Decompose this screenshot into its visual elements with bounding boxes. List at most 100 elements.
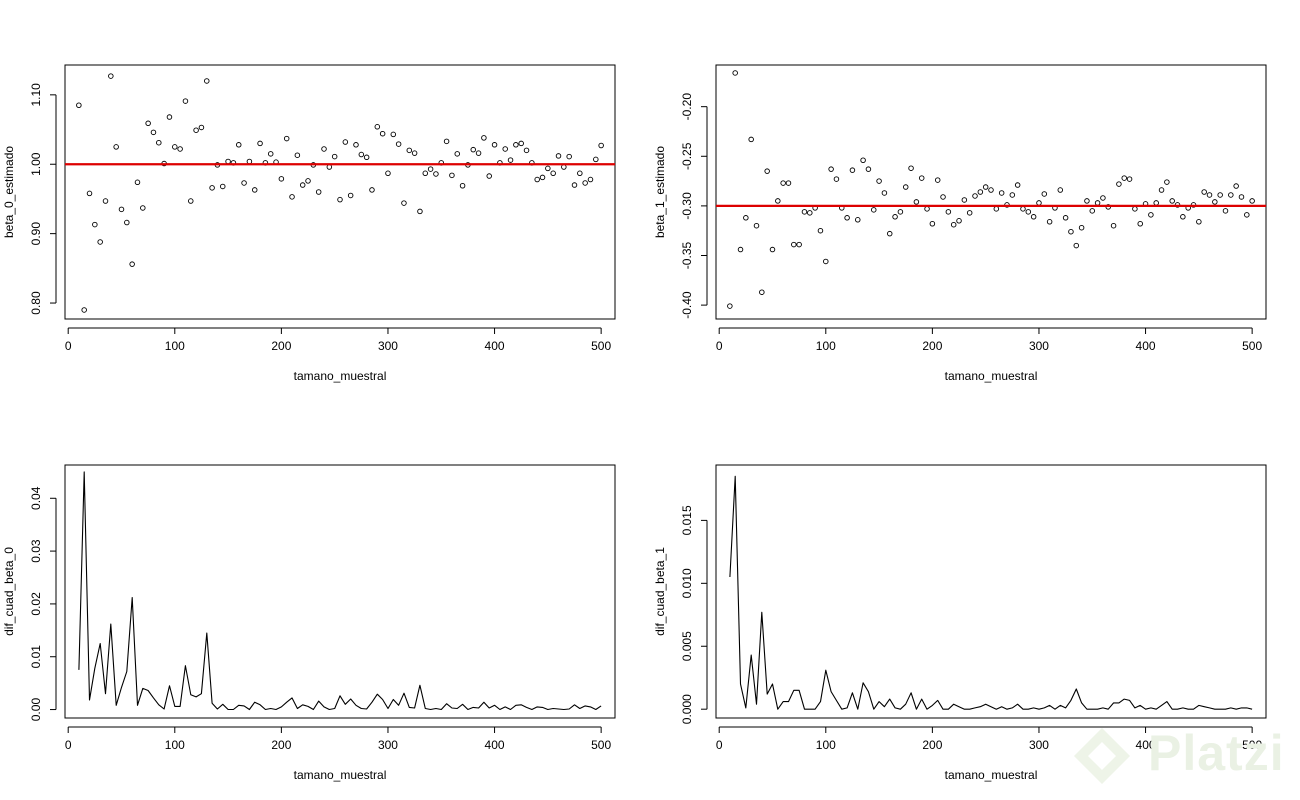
data-point xyxy=(961,197,968,203)
data-point xyxy=(855,217,861,223)
data-point xyxy=(326,164,333,170)
platzi-logo-icon xyxy=(1074,728,1130,784)
data-point xyxy=(1201,189,1207,195)
data-point xyxy=(433,171,439,177)
data-point xyxy=(97,239,103,245)
data-point xyxy=(796,241,802,248)
data-point xyxy=(566,153,572,160)
data-point xyxy=(539,174,546,181)
data-point xyxy=(1132,206,1138,212)
data-point xyxy=(1068,228,1074,235)
x-tick-label: 0 xyxy=(716,738,723,752)
data-point xyxy=(555,153,562,159)
data-point xyxy=(1148,212,1154,218)
data-point xyxy=(1249,198,1255,204)
data-point xyxy=(587,176,594,183)
data-point xyxy=(860,157,866,163)
y-tick-label: -0.20 xyxy=(680,93,694,121)
x-tick-label: 0 xyxy=(65,339,72,353)
y-tick-label: -0.25 xyxy=(680,142,694,170)
x-tick-label: 300 xyxy=(378,738,398,752)
data-point xyxy=(502,146,508,152)
y-tick-label: 0.000 xyxy=(680,694,694,724)
x-tick-label: 300 xyxy=(378,339,398,353)
x-tick-label: 500 xyxy=(591,738,611,752)
data-point xyxy=(1196,219,1202,225)
data-point xyxy=(1116,181,1122,187)
data-point xyxy=(385,170,391,177)
data-point xyxy=(982,184,989,190)
data-point xyxy=(1238,194,1245,200)
x-tick-label: 300 xyxy=(1029,738,1049,752)
data-point xyxy=(1094,200,1101,206)
data-point xyxy=(417,208,423,215)
x-axis-label: tamano_muestral xyxy=(945,369,1038,383)
data-point xyxy=(966,210,973,216)
data-point xyxy=(486,173,492,179)
data-point xyxy=(369,187,375,193)
data-point xyxy=(305,178,311,184)
data-point xyxy=(764,168,770,174)
x-tick-label: 200 xyxy=(271,339,291,353)
data-point xyxy=(507,157,514,163)
data-point xyxy=(193,127,199,133)
data-point xyxy=(395,141,402,147)
data-point xyxy=(849,167,856,173)
data-point xyxy=(342,139,349,145)
x-tick-label: 200 xyxy=(271,738,291,752)
data-point xyxy=(998,190,1005,196)
data-point xyxy=(1062,215,1069,221)
y-tick-label: 0.00 xyxy=(29,698,43,722)
x-tick-label: 0 xyxy=(65,738,72,752)
data-point xyxy=(347,192,354,199)
panel-dif0-line: 0 100 200 300 400 500 tamano_muestral 0.00 0.01 0… xyxy=(2,464,616,782)
data-point xyxy=(908,165,914,171)
data-point xyxy=(108,73,114,79)
x-tick-label: 500 xyxy=(1242,339,1262,353)
data-point xyxy=(881,190,888,196)
data-point xyxy=(321,146,327,152)
data-point xyxy=(475,150,482,156)
data-point xyxy=(913,199,920,205)
data-point xyxy=(481,135,487,141)
x-tick-label: 0 xyxy=(716,339,723,353)
data-point xyxy=(449,172,455,179)
data-point xyxy=(1057,187,1064,193)
data-point xyxy=(1222,208,1229,214)
data-point xyxy=(1126,176,1133,182)
data-point xyxy=(102,198,109,204)
data-point xyxy=(929,220,936,227)
data-point xyxy=(118,206,125,213)
x-tick-label: 500 xyxy=(1242,738,1262,752)
data-point xyxy=(166,114,173,120)
plot-frame xyxy=(64,64,616,320)
data-point xyxy=(1025,209,1032,215)
data-point xyxy=(427,166,434,172)
data-point xyxy=(833,176,840,182)
data-point xyxy=(145,120,151,127)
y-axis-label: dif_cuad_beta_0 xyxy=(2,547,16,636)
data-point xyxy=(188,198,194,204)
data-point xyxy=(956,218,962,224)
data-point xyxy=(1212,199,1218,205)
panel-dif1-line: 0 100 200 300 400 500 tamano_muestral 0.000 0.00… xyxy=(653,464,1267,782)
x-tick-label: 100 xyxy=(165,339,185,353)
data-point xyxy=(977,189,984,195)
y-tick-label: 0.04 xyxy=(29,486,43,510)
data-point xyxy=(753,222,760,229)
x-tick-label: 400 xyxy=(1136,339,1156,353)
data-point xyxy=(209,185,215,191)
data-point xyxy=(1153,200,1159,206)
data-point xyxy=(150,129,157,136)
plot-frame xyxy=(64,464,616,719)
data-point xyxy=(732,70,738,76)
x-tick-label: 400 xyxy=(485,738,505,752)
watermark-text: Platzi xyxy=(1148,725,1285,781)
data-point xyxy=(294,152,301,158)
data-point xyxy=(892,214,898,220)
y-tick-label: -0.35 xyxy=(680,242,694,270)
data-point xyxy=(491,142,498,148)
data-point xyxy=(1073,242,1080,249)
data-point xyxy=(785,180,792,186)
data-point xyxy=(934,177,941,183)
